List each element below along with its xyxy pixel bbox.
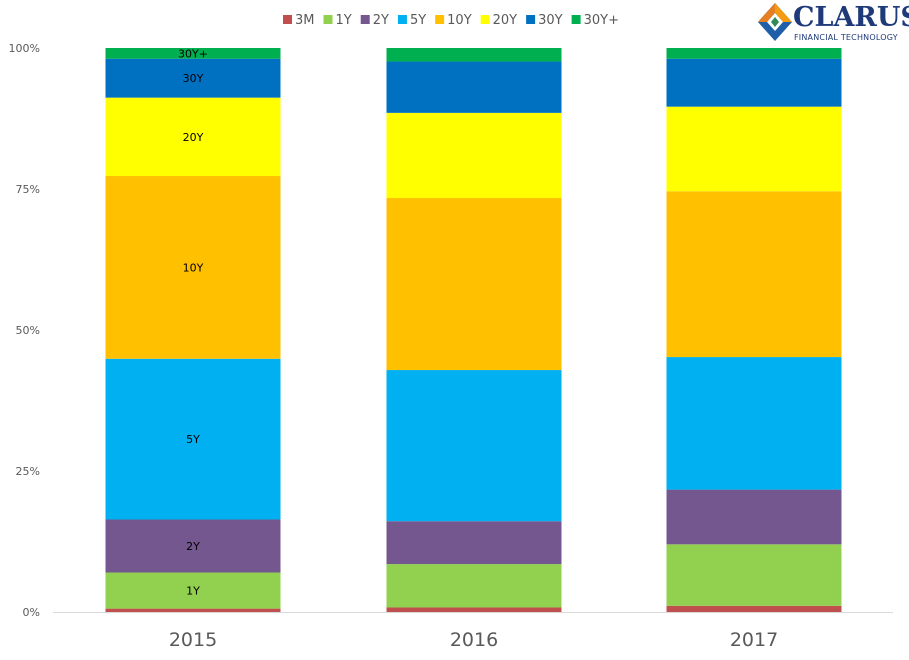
y-tick-label: 25% (16, 465, 40, 478)
legend-label: 20Y (493, 13, 518, 28)
chart-legend: 3M 1Y 2Y 5Y 10Y 20Y 30Y 30Y+ (283, 13, 619, 28)
legend-swatch (435, 15, 445, 24)
bar-segment-5Y (105, 358, 281, 520)
x-tick-label: 2016 (450, 629, 498, 651)
bar-segment-30Y (386, 61, 562, 113)
data-label: 2Y (186, 540, 200, 553)
data-label: 1Y (186, 585, 200, 598)
legend-swatch (283, 15, 292, 24)
bar-segment-30Y+ (666, 48, 842, 59)
legend-swatch (526, 15, 536, 24)
y-tick-label: 75% (16, 183, 40, 196)
x-tick-label: 2017 (730, 629, 778, 651)
bar-segment-30Y+ (105, 48, 281, 59)
bar-segment-10Y (666, 191, 842, 358)
data-label: 30Y (183, 72, 204, 85)
bar-segment-2Y (386, 521, 562, 565)
data-label: 30Y+ (178, 47, 208, 60)
bar-segment-20Y (105, 97, 281, 177)
bar-segment-30Y (105, 58, 281, 98)
bar-segment-30Y+ (386, 48, 562, 62)
legend-swatch (360, 15, 370, 24)
bar-segment-10Y (386, 198, 562, 371)
bar-segment-20Y (386, 112, 562, 199)
legend-label: 30Y (538, 13, 563, 28)
logo-tagline: FINANCIAL TECHNOLOGY (794, 33, 898, 42)
bar-2017 (666, 48, 842, 612)
y-tick-label: 100% (9, 42, 40, 55)
legend-swatch (480, 15, 490, 24)
bar-segment-1Y (666, 544, 842, 606)
clarus-logo: CLARUS FINANCIAL TECHNOLOGY (757, 2, 909, 46)
y-tick-label: 0% (23, 606, 40, 619)
legend-swatch (571, 15, 581, 24)
legend-item-2Y: 2Y (360, 13, 389, 28)
legend-item-10Y: 10Y (435, 13, 472, 28)
logo-wordmark: CLARUS (793, 2, 909, 33)
x-tick-label: 2015 (169, 629, 217, 651)
legend-item-30Y+: 30Y+ (571, 13, 619, 28)
bar-segment-30Y (666, 58, 842, 107)
bar-segment-3M (666, 605, 842, 612)
bar-segment-20Y (666, 106, 842, 192)
diamond-logo-icon (758, 3, 792, 41)
bar-segment-5Y (386, 370, 562, 522)
bar-segment-3M (386, 607, 562, 612)
legend-item-30Y: 30Y (526, 13, 563, 28)
legend-label: 1Y (336, 13, 352, 28)
bar-segment-3M (105, 608, 281, 612)
bar-segment-1Y (105, 572, 281, 609)
legend-item-20Y: 20Y (480, 13, 518, 28)
bar-segment-5Y (666, 357, 842, 490)
bar-segment-10Y (105, 176, 281, 359)
legend-label: 3M (295, 13, 315, 28)
bar-segment-1Y (386, 564, 562, 608)
y-axis: 0% 25% 50% 75% 100% (9, 42, 40, 619)
x-axis: 2015 2016 2017 (53, 612, 893, 651)
data-label: 5Y (186, 433, 200, 446)
bar-2015: 1Y 2Y 5Y 10Y 20Y 30Y 30Y+ (105, 47, 281, 612)
legend-item-1Y: 1Y (323, 13, 352, 28)
legend-label: 5Y (410, 13, 426, 28)
bar-2016 (386, 48, 562, 612)
data-label: 10Y (183, 261, 204, 274)
bar-segment-2Y (666, 489, 842, 545)
data-label: 20Y (183, 131, 204, 144)
legend-item-5Y: 5Y (397, 13, 426, 28)
legend-swatch (323, 15, 333, 24)
bar-segment-2Y (105, 519, 281, 573)
legend-label: 2Y (373, 13, 389, 28)
legend-item-3M: 3M (283, 13, 315, 28)
y-tick-label: 50% (16, 324, 40, 337)
legend-label: 30Y+ (584, 13, 619, 28)
legend-label: 10Y (447, 13, 472, 28)
bar-series: 1Y 2Y 5Y 10Y 20Y 30Y 30Y+ (105, 47, 842, 612)
legend-swatch (397, 15, 407, 24)
